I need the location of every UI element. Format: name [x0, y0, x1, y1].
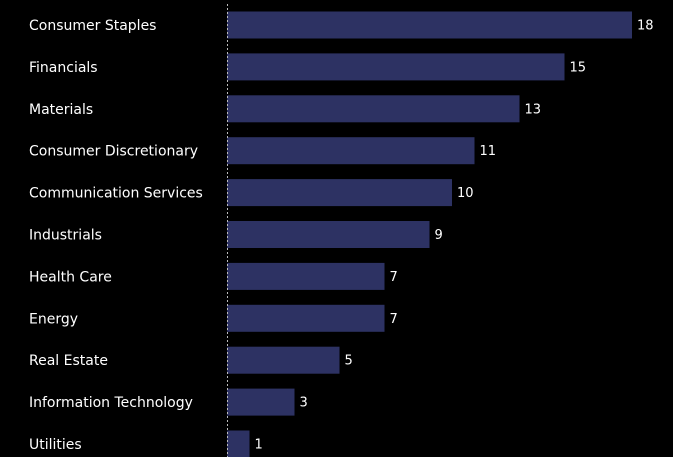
value-label: 9 — [435, 228, 443, 243]
category-label: Information Technology — [29, 395, 193, 411]
value-label: 7 — [390, 270, 398, 285]
bar-communication-services — [227, 179, 452, 207]
category-label: Energy — [29, 311, 78, 327]
bar-materials — [227, 95, 520, 123]
value-label: 5 — [345, 354, 353, 369]
category-label: Financials — [29, 60, 98, 76]
bar-financials — [227, 53, 565, 81]
bar-energy — [227, 304, 385, 332]
value-label: 7 — [390, 312, 398, 327]
value-label: 18 — [637, 19, 654, 34]
value-label: 15 — [570, 60, 587, 75]
category-label: Utilities — [29, 437, 82, 453]
bar-utilities — [227, 430, 250, 457]
category-label: Health Care — [29, 269, 112, 285]
category-label: Consumer Staples — [29, 18, 156, 34]
category-label: Industrials — [29, 228, 102, 244]
bar-industrials — [227, 221, 430, 248]
value-labels-group: 18 15 13 11 10 9 7 7 5 3 1 — [255, 19, 654, 453]
value-label: 10 — [457, 186, 474, 201]
category-label: Communication Services — [29, 186, 203, 202]
value-label: 1 — [255, 438, 263, 453]
bars-group — [227, 11, 632, 457]
value-label: 3 — [300, 396, 308, 411]
category-labels-group: Consumer Staples Financials Materials Consu… — [29, 18, 203, 453]
category-label: Consumer Discretionary — [29, 144, 198, 160]
bar-real-estate — [227, 346, 340, 374]
value-label: 11 — [480, 144, 497, 159]
bar-consumer-staples — [227, 11, 632, 39]
category-label: Materials — [29, 102, 93, 118]
category-label: Real Estate — [29, 353, 108, 369]
value-label: 13 — [525, 102, 542, 117]
bar-consumer-discretionary — [227, 137, 475, 165]
bar-information-technology — [227, 388, 295, 416]
bar-health-care — [227, 262, 385, 290]
